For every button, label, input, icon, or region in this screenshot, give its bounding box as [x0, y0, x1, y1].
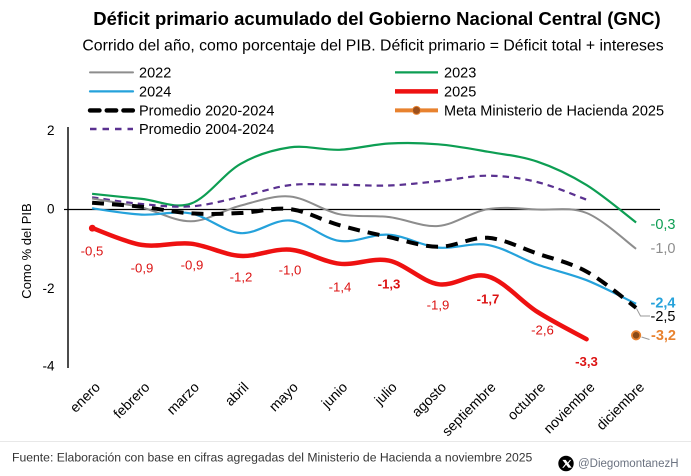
svg-text:-1,4: -1,4: [329, 280, 352, 295]
svg-text:2025: 2025: [444, 84, 476, 100]
svg-text:-2,6: -2,6: [531, 323, 554, 338]
svg-text:febrero: febrero: [110, 379, 153, 422]
svg-text:Déficit primario acumulado del: Déficit primario acumulado del Gobierno …: [93, 8, 660, 29]
svg-text:-0,3: -0,3: [651, 217, 676, 233]
svg-text:-1,3: -1,3: [378, 277, 401, 292]
svg-text:Meta Ministerio de Hacienda 20: Meta Ministerio de Hacienda 2025: [444, 103, 664, 119]
svg-text:-2,4: -2,4: [651, 296, 676, 312]
svg-text:Promedio 2020-2024: Promedio 2020-2024: [139, 103, 274, 119]
svg-text:Como % del PIB: Como % del PIB: [19, 203, 34, 298]
svg-text:2: 2: [47, 123, 55, 138]
svg-text:julio: julio: [370, 379, 400, 409]
svg-text:Corrido del año, como porcenta: Corrido del año, como porcentaje del PIB…: [82, 38, 663, 55]
svg-text:-1,2: -1,2: [230, 270, 253, 285]
svg-text:-1,7: -1,7: [477, 292, 500, 307]
svg-text:-4: -4: [42, 359, 54, 374]
svg-text:septiembre: septiembre: [439, 379, 499, 439]
svg-text:-3,3: -3,3: [575, 354, 598, 369]
svg-text:@DiegomontanezH: @DiegomontanezH: [578, 458, 679, 470]
svg-text:2023: 2023: [444, 65, 476, 81]
svg-text:-0,5: -0,5: [81, 244, 104, 259]
svg-text:-0,9: -0,9: [131, 261, 154, 276]
svg-text:-2,5: -2,5: [651, 309, 676, 325]
svg-text:-1,0: -1,0: [279, 263, 302, 278]
svg-text:0: 0: [47, 201, 55, 216]
svg-text:Promedio 2004-2024: Promedio 2004-2024: [139, 122, 274, 138]
svg-text:-0,9: -0,9: [181, 258, 204, 273]
svg-text:noviembre: noviembre: [540, 379, 598, 437]
svg-text:octubre: octubre: [504, 379, 548, 423]
svg-text:2022: 2022: [139, 65, 171, 81]
svg-text:Fuente: Elaboración con base e: Fuente: Elaboración con base en cifras a…: [12, 451, 533, 465]
svg-text:-1,9: -1,9: [427, 298, 450, 313]
svg-text:marzo: marzo: [163, 379, 202, 418]
svg-text:junio: junio: [317, 379, 350, 412]
svg-text:-3,2: -3,2: [651, 328, 676, 344]
svg-text:diciembre: diciembre: [593, 379, 647, 433]
svg-text:mayo: mayo: [266, 379, 302, 415]
svg-text:-2: -2: [42, 281, 54, 296]
svg-text:2024: 2024: [139, 84, 171, 100]
svg-text:-1,0: -1,0: [651, 241, 676, 257]
svg-text:abril: abril: [221, 379, 251, 409]
svg-text:enero: enero: [66, 379, 103, 416]
svg-text:agosto: agosto: [408, 379, 449, 420]
